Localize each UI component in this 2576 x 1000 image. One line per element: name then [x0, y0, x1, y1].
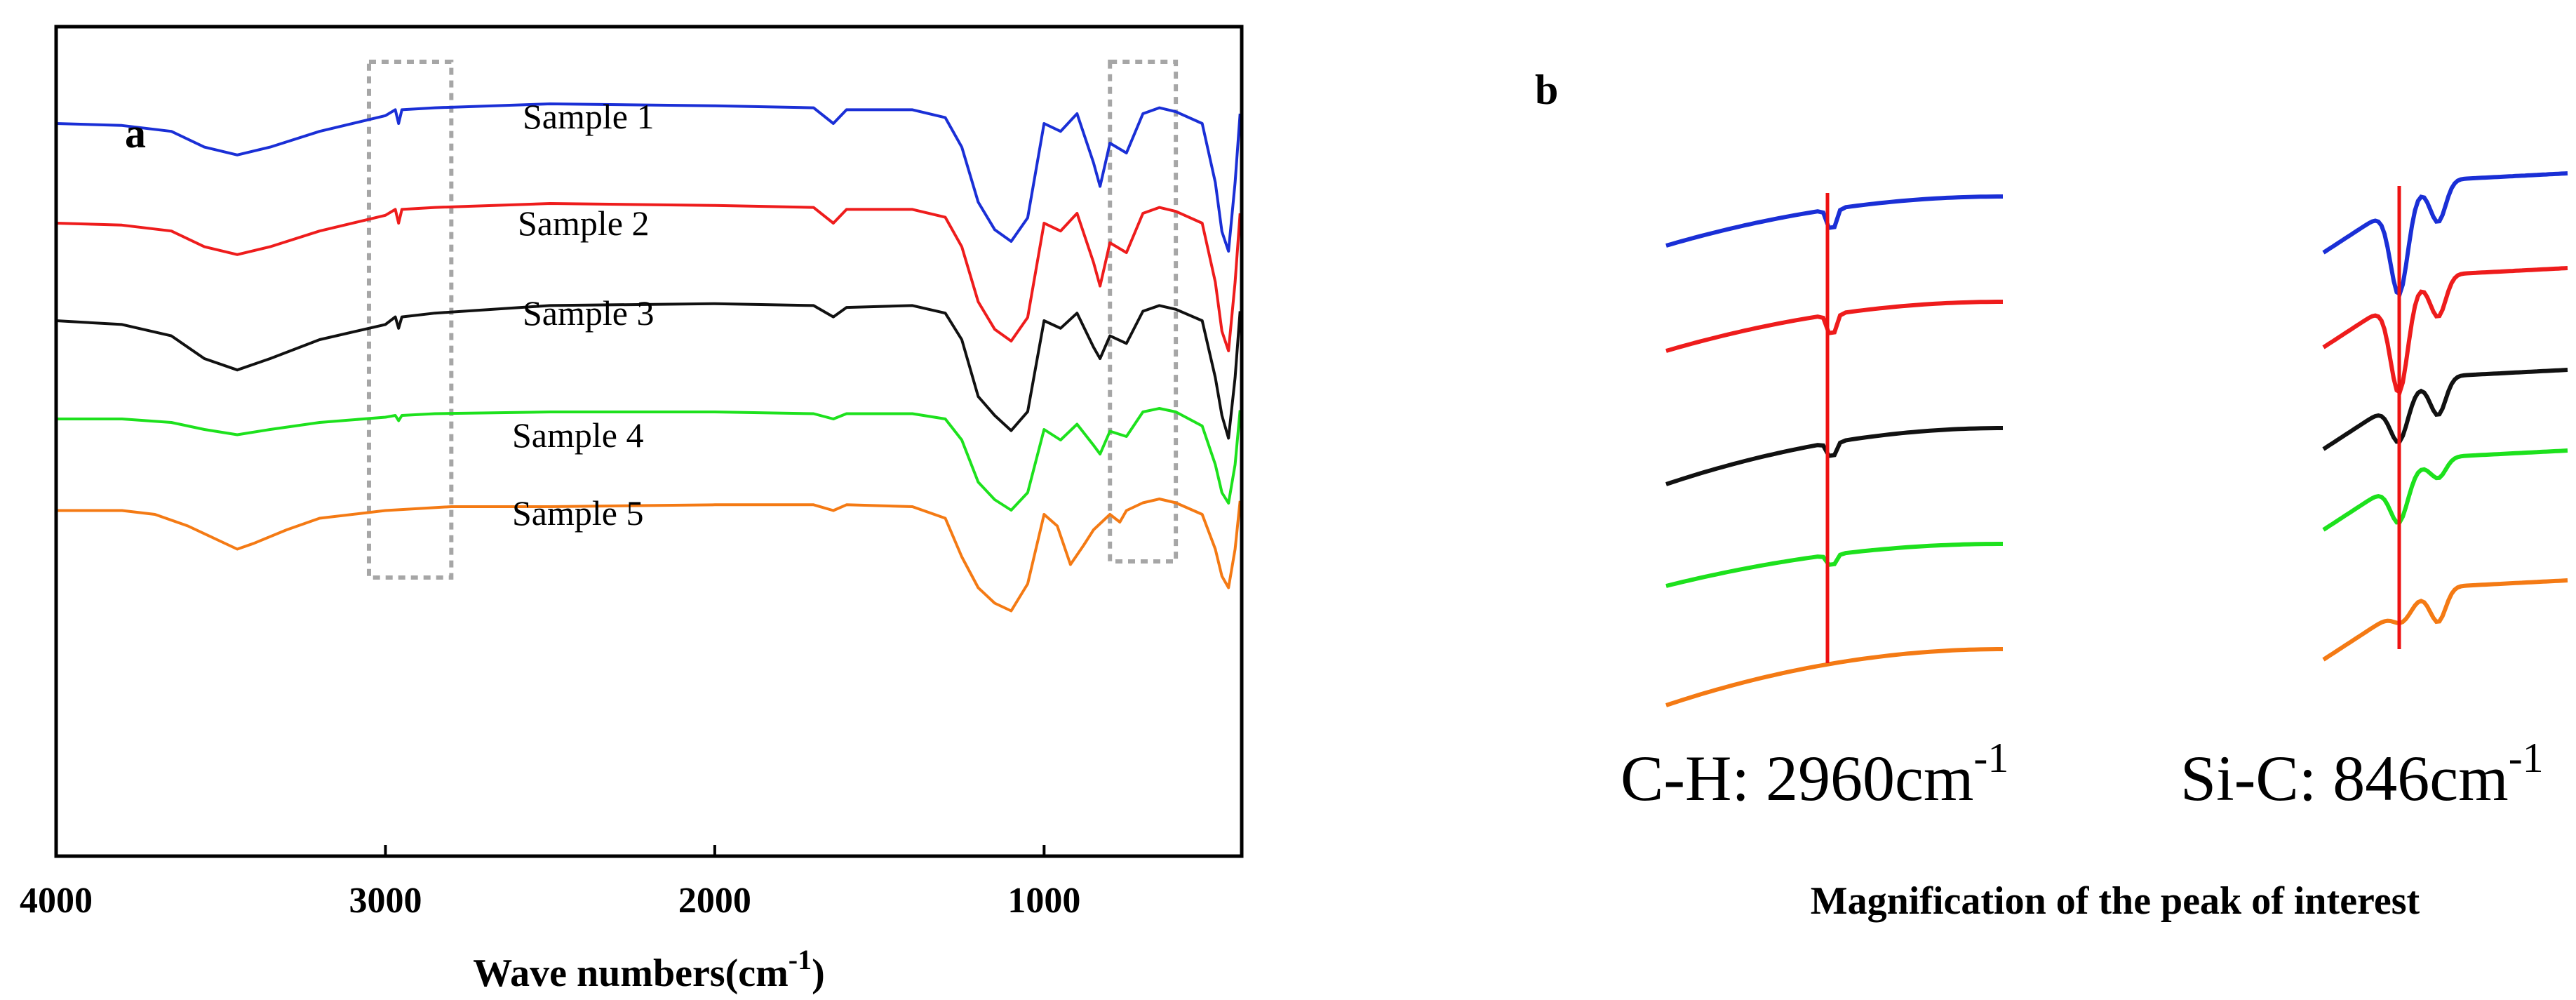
x-axis-label: Wave numbers(cm-1): [473, 944, 825, 995]
inset-si-c-line-2: [2322, 266, 2568, 396]
series-line-4: [56, 407, 1242, 512]
inset-c-h-label: C-H: 2960cm-1: [1621, 735, 2008, 814]
highlight-boxes: [366, 60, 1179, 580]
inset-c-h-line-5: [1665, 647, 2003, 707]
x-tick-label: 1000: [1007, 881, 1080, 921]
legend-sample-5: Sample 5: [512, 493, 643, 533]
spectra: [55, 102, 1242, 613]
panel-b: b C-H: 2960cm-1 Si-C: 846cm-1 Magnificat…: [1535, 67, 2568, 923]
inset-c-h-line-2: [1665, 300, 2003, 353]
inset-c-h-line-3: [1665, 426, 2003, 486]
inset-c-h-line-4: [1665, 542, 2003, 588]
legend-sample-4: Sample 4: [512, 415, 643, 455]
panel-a-label: a: [125, 110, 146, 156]
x-tick-label: 4000: [20, 881, 93, 921]
panel-b-label: b: [1535, 67, 1558, 113]
x-tick-label: 2000: [678, 881, 751, 921]
x-ticks: 4000 3000 2000 1000: [20, 845, 1080, 921]
highlight-box-2: [1108, 60, 1179, 564]
series-line-5: [56, 498, 1242, 613]
highlight-box-1: [366, 60, 454, 580]
series-line-1: [55, 102, 1242, 253]
series-line-3: [55, 302, 1242, 440]
inset-si-c: [2322, 171, 2568, 662]
inset-si-c-label: Si-C: 846cm-1: [2180, 735, 2544, 814]
plot-frame: [54, 25, 1244, 858]
series-line-2: [55, 202, 1242, 352]
inset-c-h-line-1: [1665, 194, 2003, 248]
legend-sample-2: Sample 2: [518, 204, 649, 243]
inset-si-c-line-1: [2322, 171, 2568, 298]
panel-a: 4000 3000 2000 1000 a Sample 1 Sample 2 Sam…: [20, 25, 1244, 995]
legend-sample-3: Sample 3: [523, 293, 654, 333]
inset-si-c-line-3: [2322, 368, 2568, 451]
legend-sample-1: Sample 1: [523, 97, 654, 136]
inset-si-c-line-5: [2322, 578, 2568, 662]
inset-c-h: [1665, 193, 2003, 707]
inset-si-c-line-4: [2322, 448, 2568, 532]
x-tick-label: 3000: [349, 881, 422, 921]
panel-b-title: Magnification of the peak of interest: [1811, 879, 2420, 923]
